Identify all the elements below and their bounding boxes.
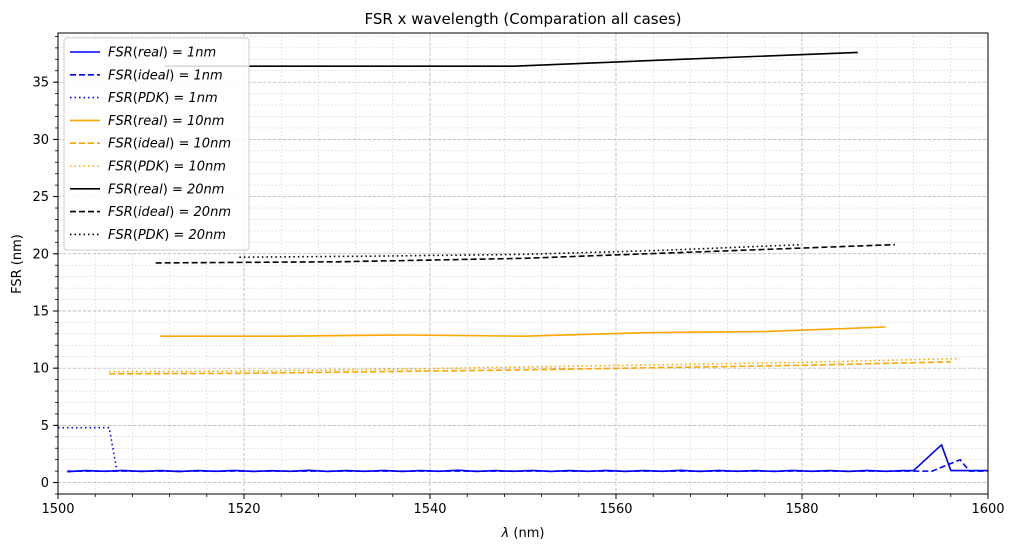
series-line-4 — [160, 326, 886, 337]
y-tick-label: 0 — [41, 476, 49, 491]
series-line-7 — [164, 51, 858, 67]
x-tick-label: 1520 — [227, 502, 260, 517]
y-tick-label: 25 — [32, 190, 49, 205]
series-line-1 — [67, 444, 988, 473]
legend-label: FSR(real) = 1nm — [108, 46, 216, 61]
x-tick-label: 1600 — [971, 502, 1004, 517]
y-tick-label: 30 — [32, 133, 49, 148]
legend-box — [63, 37, 250, 251]
y-tick-label: 20 — [32, 247, 49, 262]
y-tick-label: 15 — [32, 304, 49, 319]
x-tick-label: 1500 — [41, 502, 74, 517]
x-tick-label: 1540 — [413, 502, 446, 517]
plot-series — [58, 51, 988, 473]
legend-label: FSR(ideal) = 1nm — [108, 68, 223, 83]
x-axis-unit: (nm) — [509, 526, 544, 541]
series-line-9 — [239, 243, 803, 259]
x-tick-label: 1560 — [599, 502, 632, 517]
legend-label: FSR(PDK) = 10nm — [108, 160, 226, 175]
series-line-8 — [155, 243, 896, 264]
x-axis-symbol: λ — [501, 526, 510, 541]
y-axis-label: FSR (nm) — [10, 234, 25, 294]
legend-label: FSR(real) = 20nm — [108, 182, 224, 197]
y-tick-label: 5 — [41, 419, 49, 434]
plot-frame — [57, 32, 989, 495]
x-axis-label: λ (nm) — [501, 526, 545, 541]
legend-label: FSR(ideal) = 10nm — [108, 137, 231, 152]
series-line-2 — [67, 458, 988, 472]
legend-label: FSR(PDK) = 1nm — [108, 91, 218, 106]
chart-legend: FSR(real) = 1nm FSR(ideal) = 1nm FSR(PDK) … — [63, 37, 250, 251]
y-tick-label: 35 — [32, 76, 49, 91]
legend-label: FSR(real) = 10nm — [108, 114, 224, 129]
y-tick-label: 10 — [32, 362, 49, 377]
legend-label: FSR(PDK) = 20nm — [108, 228, 226, 243]
chart-title: FSR x wavelength (Comparation all cases) — [365, 10, 682, 28]
legend-label: FSR(ideal) = 20nm — [108, 205, 231, 220]
x-tick-label: 1580 — [785, 502, 818, 517]
